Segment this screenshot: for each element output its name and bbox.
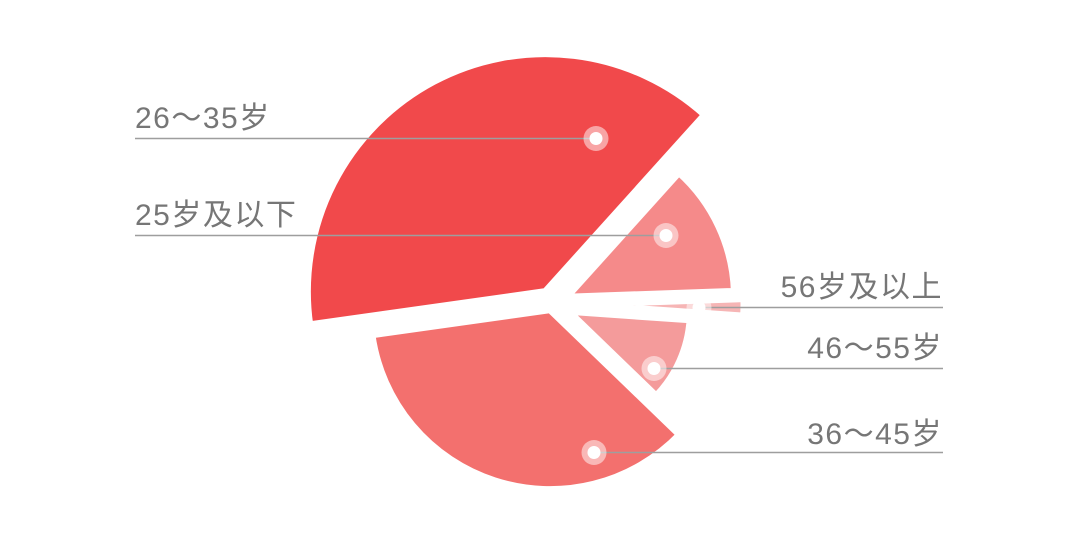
pie-slice-0[interactable] [303,50,709,329]
slice-label-56-and-over: 56岁及以上 [780,271,943,304]
marker-dot-1 [659,229,673,242]
marker-dot-4 [587,446,601,459]
slice-label-26-35: 26～35岁 [135,102,271,135]
slice-label-36-45: 36～45岁 [807,418,943,451]
slice-label-46-55: 46～55岁 [807,332,943,365]
slice-label-25-and-under: 25岁及以下 [135,199,298,232]
marker-dot-3 [647,362,661,375]
marker-dot-0 [589,132,603,145]
marker-dot-2 [692,301,706,314]
